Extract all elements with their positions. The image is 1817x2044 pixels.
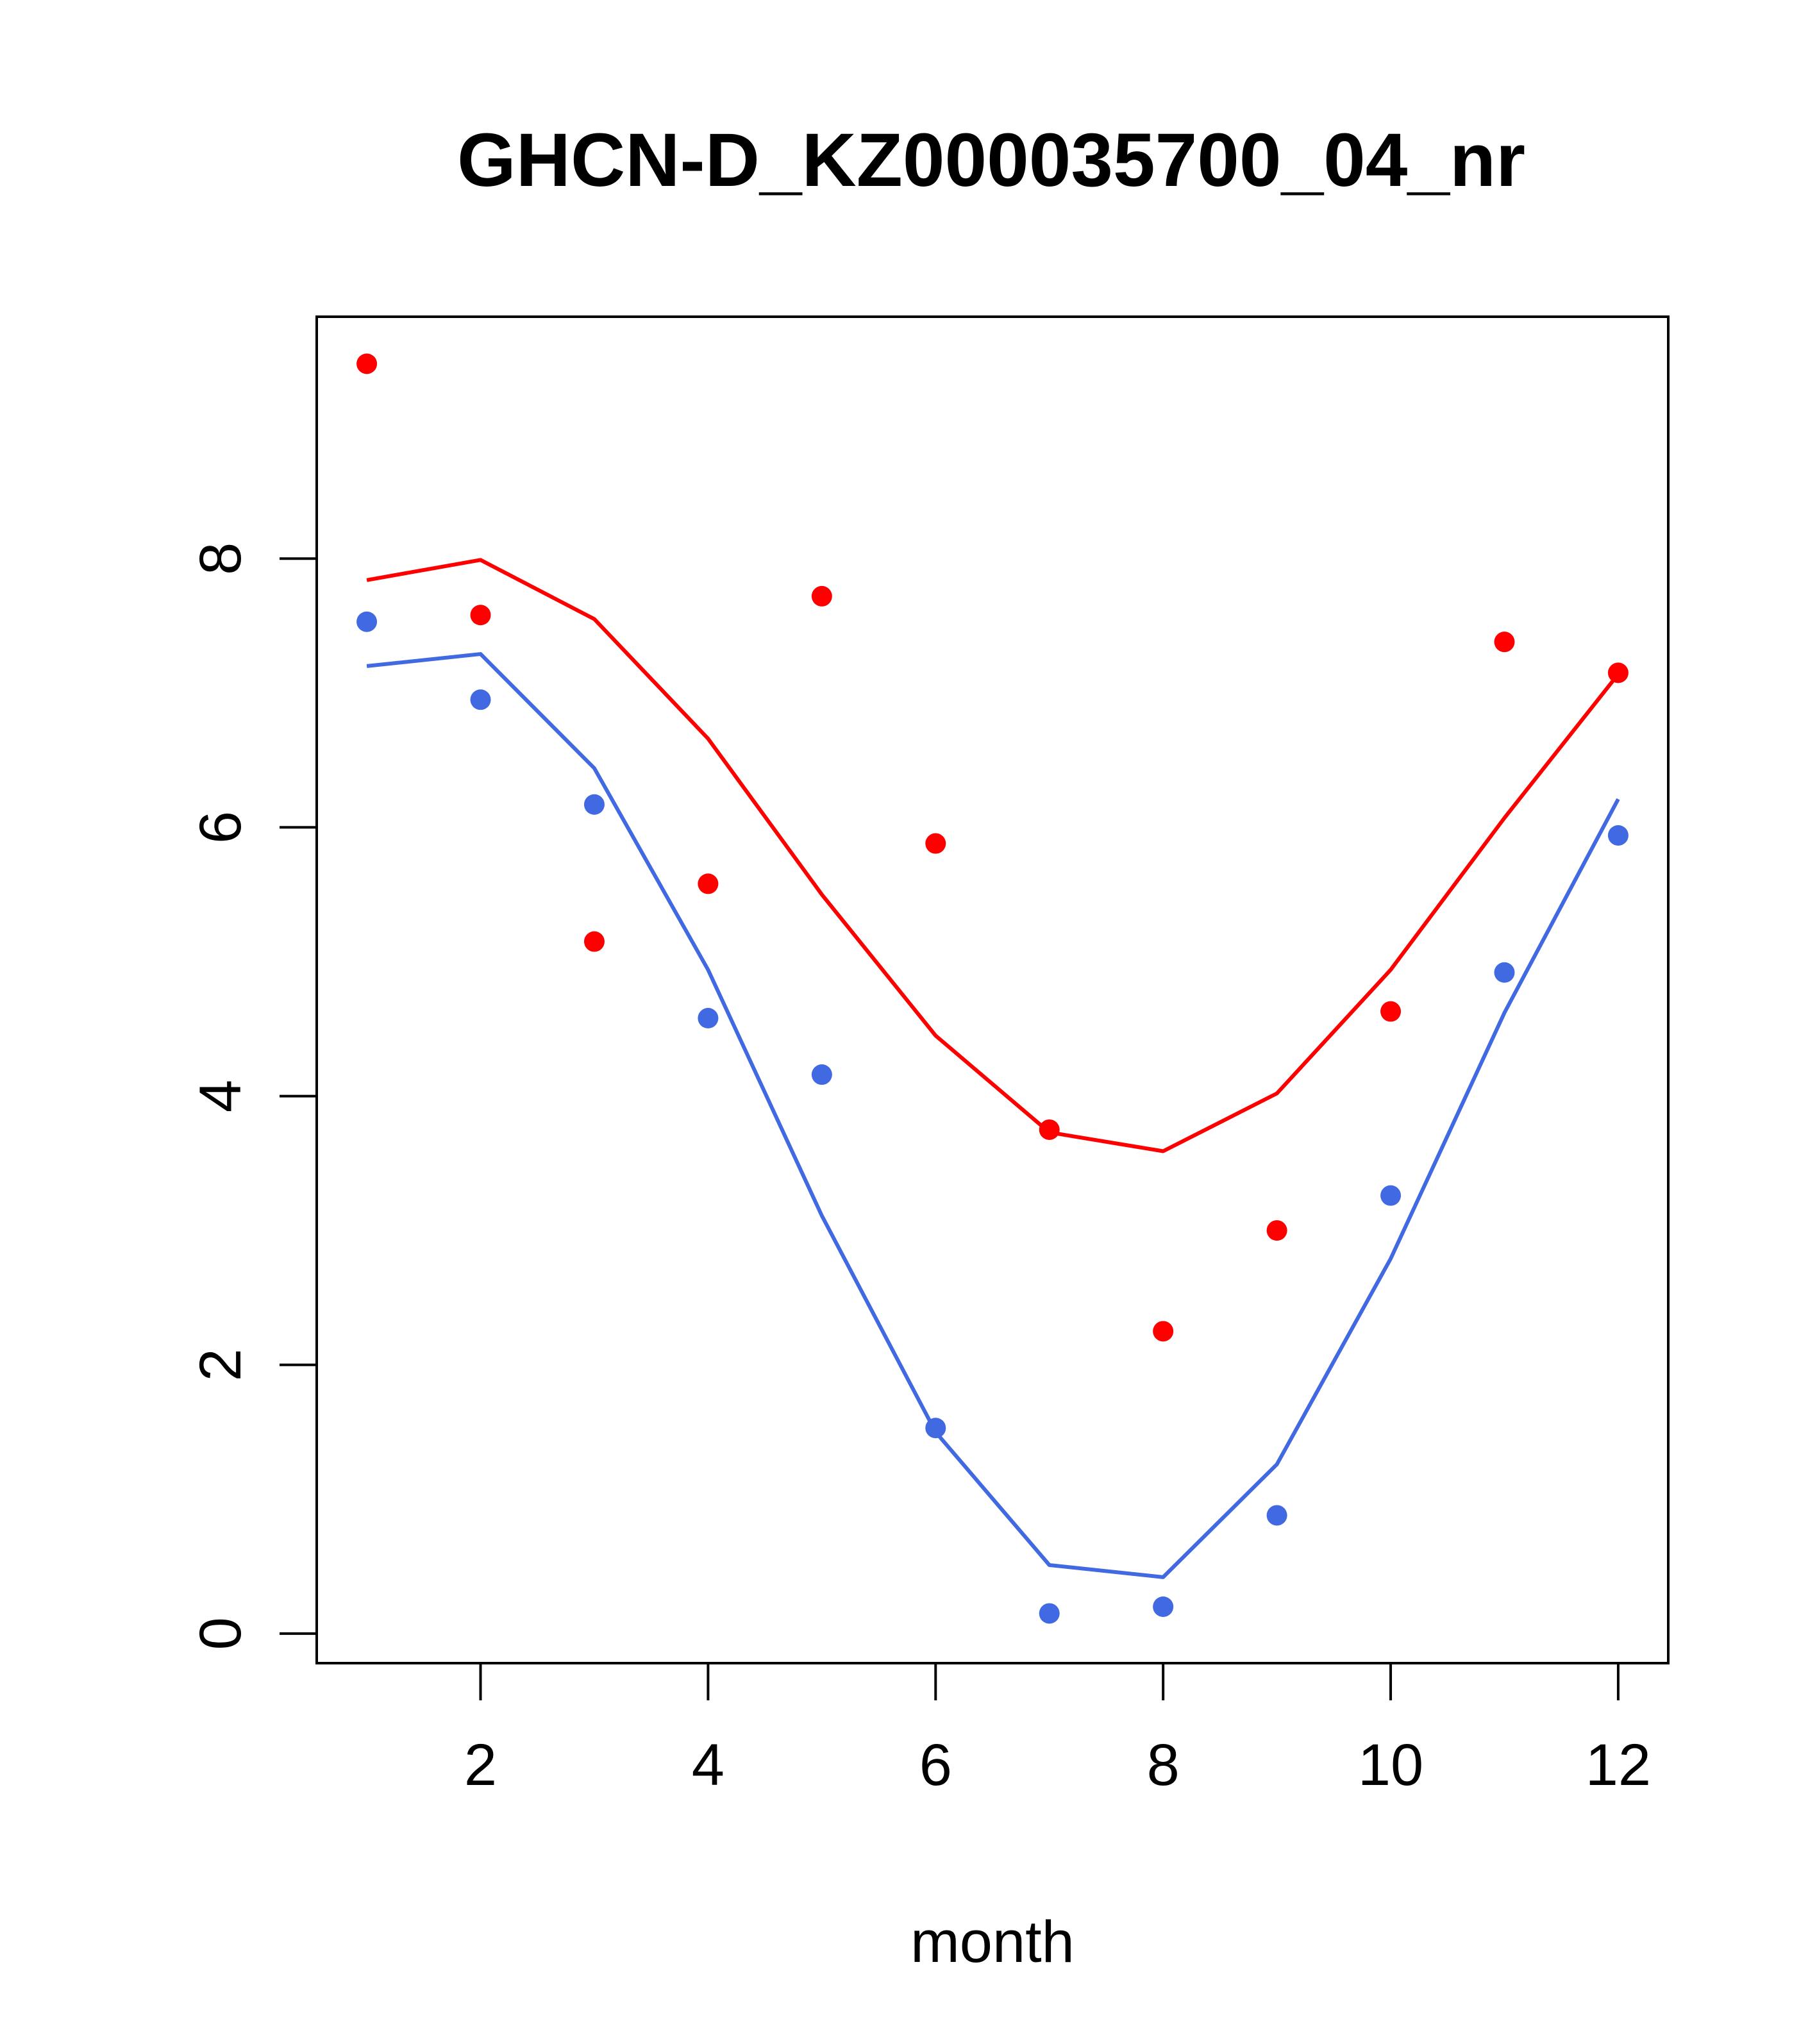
series-2-point bbox=[583, 794, 605, 815]
series-2-point bbox=[1607, 825, 1629, 846]
series-1-point bbox=[1494, 632, 1515, 653]
series-1-point bbox=[1039, 1119, 1060, 1140]
series-1-line bbox=[366, 558, 1620, 1153]
series-2-point bbox=[470, 689, 491, 710]
y-tick-label: 4 bbox=[188, 1080, 253, 1112]
series-2-point bbox=[698, 1008, 719, 1029]
y-tick-label: 0 bbox=[188, 1617, 253, 1650]
series-1-point bbox=[1607, 662, 1629, 683]
x-tick-label: 8 bbox=[1147, 1732, 1180, 1798]
series-2-point bbox=[1494, 962, 1515, 983]
x-tick-label: 12 bbox=[1586, 1732, 1651, 1798]
x-axis-label: month bbox=[910, 1909, 1075, 1975]
chart-title: GHCN-D_KZ000035700_04_nr bbox=[457, 118, 1525, 203]
x-axis: 2 4 6 8 10 12 bbox=[464, 1662, 1651, 1798]
series-1-point bbox=[470, 605, 491, 626]
series-1-point bbox=[1266, 1220, 1287, 1241]
series-2-point bbox=[925, 1418, 946, 1439]
y-tick-label: 8 bbox=[188, 542, 253, 575]
series-2-point bbox=[811, 1064, 832, 1085]
series-2-point bbox=[1039, 1603, 1060, 1624]
series-1-point bbox=[356, 353, 378, 374]
series-1-point bbox=[811, 585, 832, 607]
x-tick-label: 4 bbox=[692, 1732, 724, 1798]
y-axis: 0 2 4 6 8 bbox=[188, 542, 318, 1650]
y-tick-label: 6 bbox=[188, 811, 253, 844]
series-1-point bbox=[698, 873, 719, 894]
series-2-line bbox=[366, 652, 1620, 1579]
series-2-point bbox=[356, 611, 378, 632]
y-tick-label: 2 bbox=[188, 1348, 253, 1381]
series-1-point bbox=[1380, 1001, 1402, 1022]
x-tick-label: 2 bbox=[464, 1732, 497, 1798]
x-tick-label: 6 bbox=[919, 1732, 952, 1798]
series-1-point bbox=[1153, 1321, 1174, 1342]
series-2-point bbox=[1380, 1185, 1402, 1206]
series-1-point bbox=[583, 931, 605, 952]
x-tick-label: 10 bbox=[1358, 1732, 1423, 1798]
plot-series bbox=[356, 353, 1629, 1624]
series-2-point bbox=[1266, 1505, 1287, 1526]
series-1-point bbox=[925, 833, 946, 854]
series-2-point bbox=[1153, 1596, 1174, 1617]
